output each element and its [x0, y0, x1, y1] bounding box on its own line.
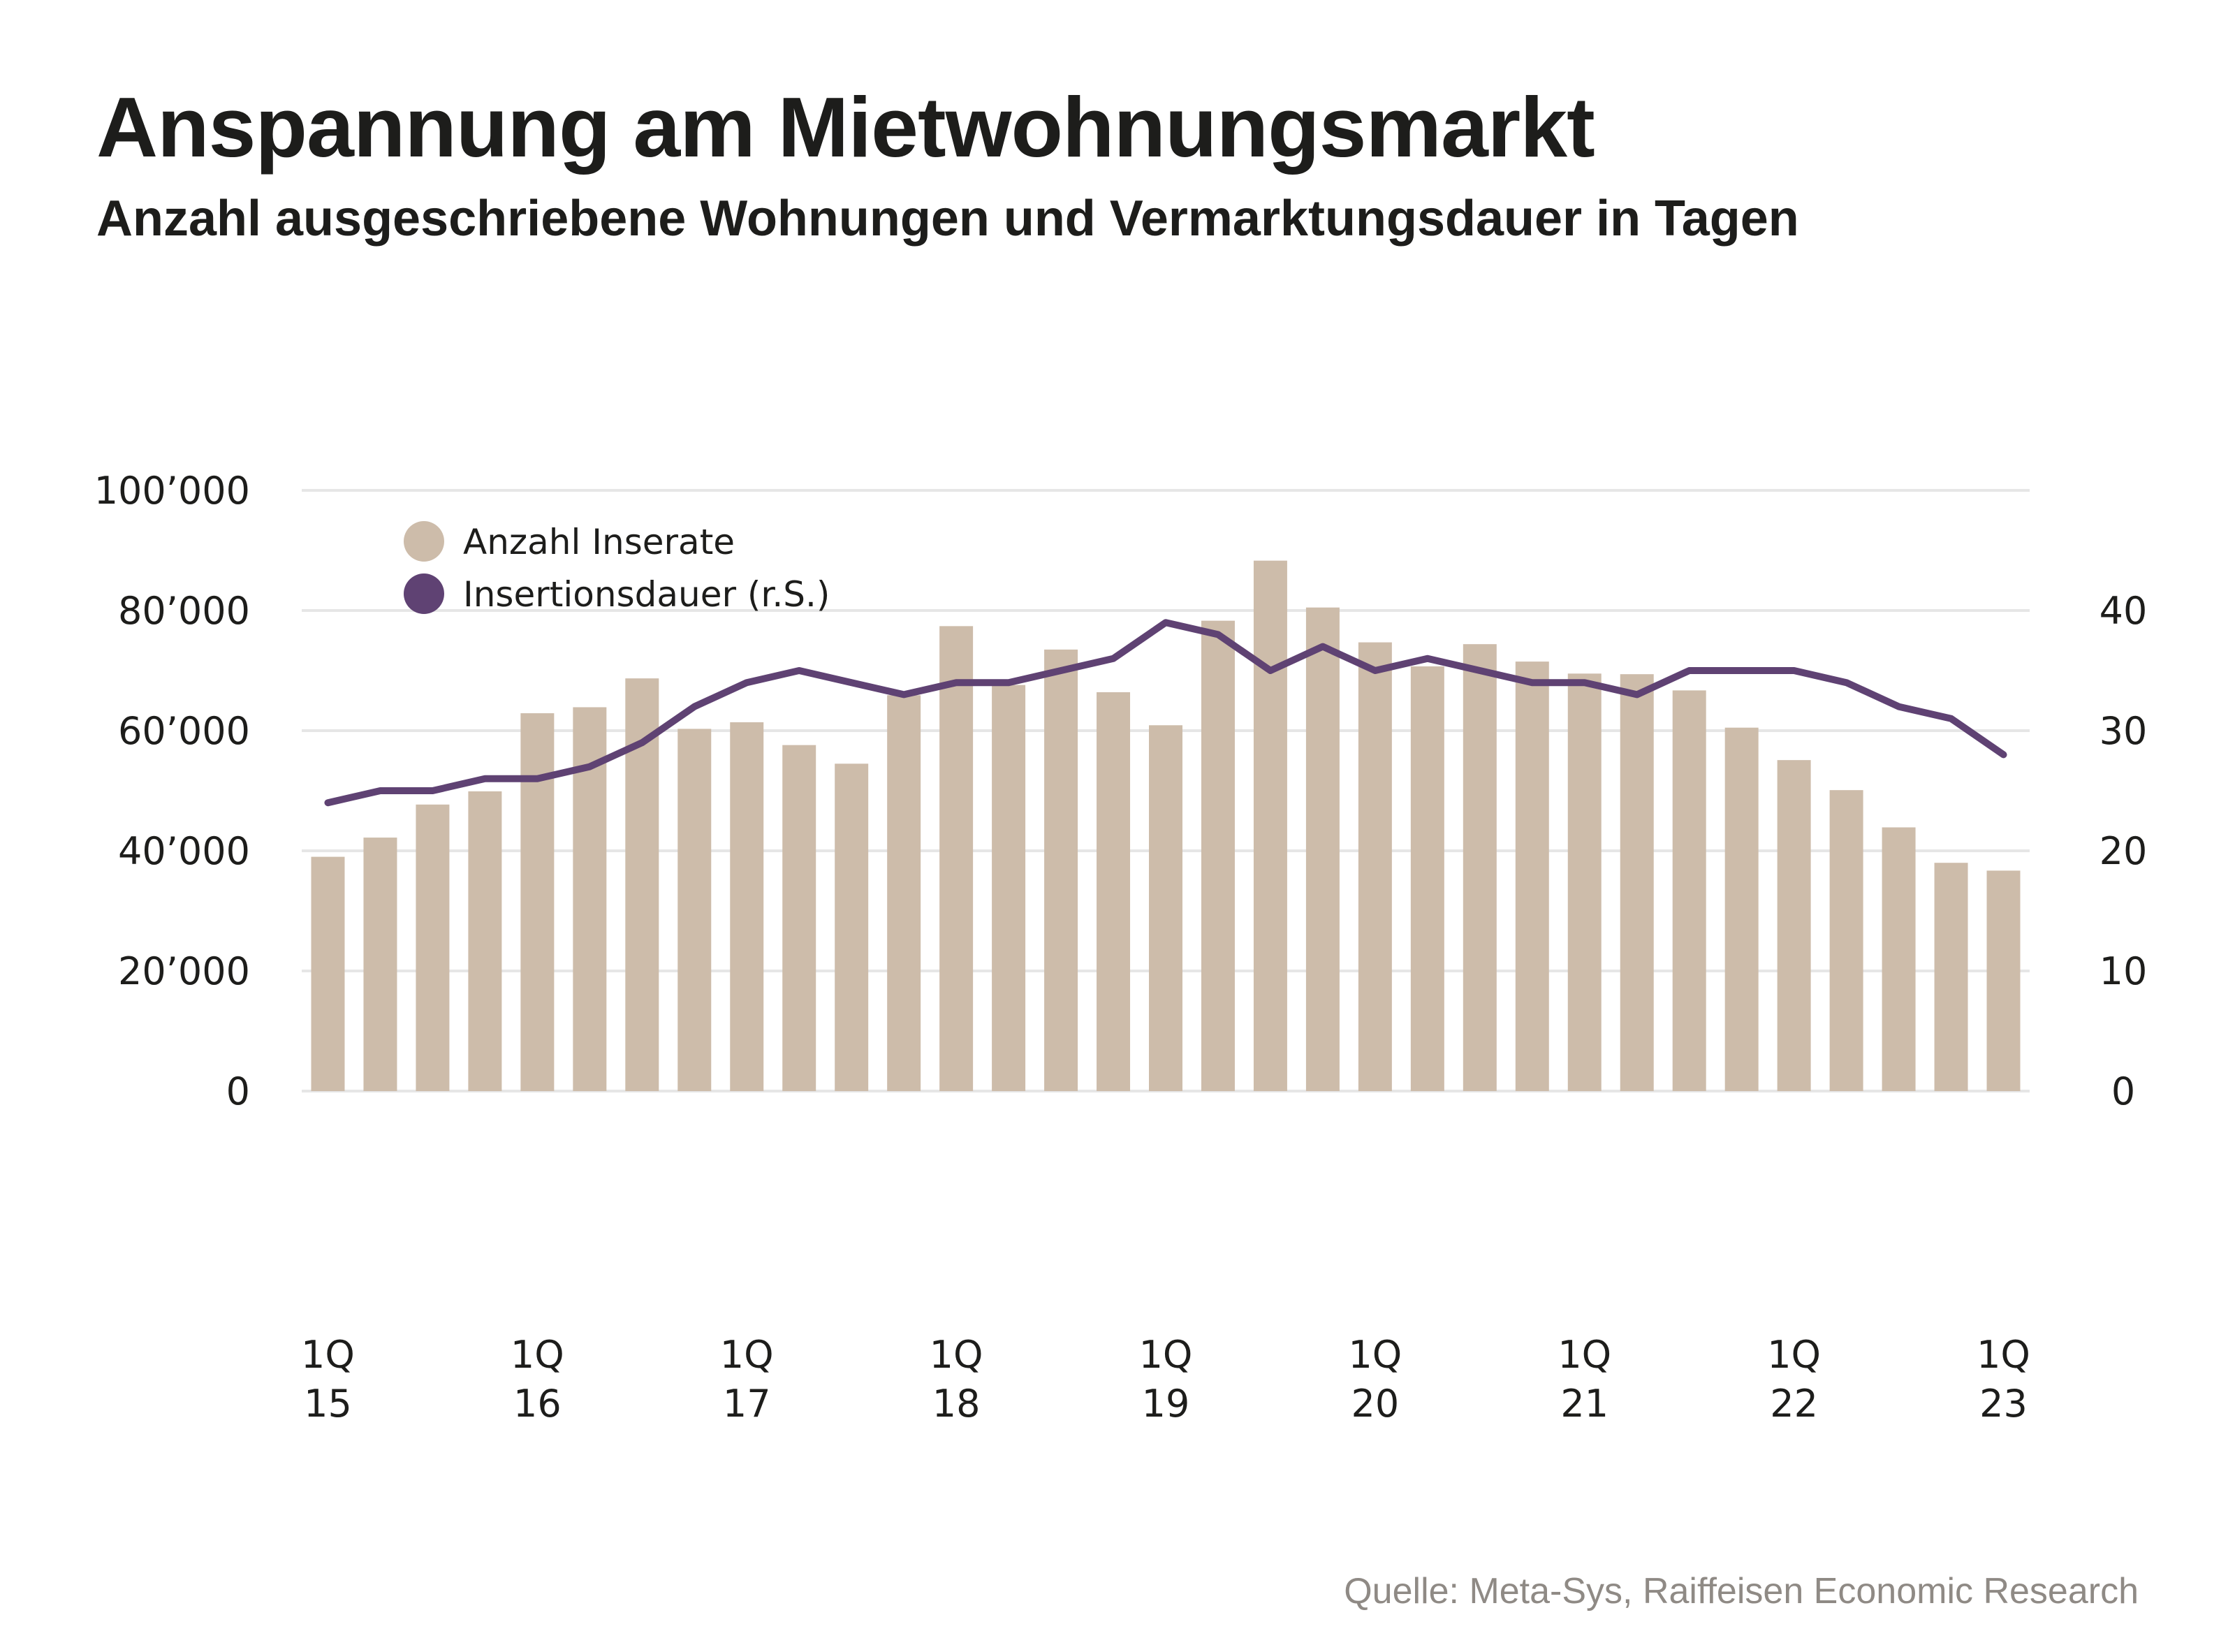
bar — [887, 695, 921, 1091]
x-tick-label: 1Q — [1767, 1333, 1821, 1377]
bar — [1986, 870, 2021, 1091]
bar — [1097, 692, 1131, 1091]
bar — [1567, 673, 1602, 1091]
left-axis: 0 20’000 40’000 60’000 80’000 100’000 — [94, 469, 250, 1113]
x-tick-label: 1Q — [1977, 1333, 2030, 1377]
bar — [1253, 560, 1287, 1091]
x-tick-label-year: 16 — [513, 1382, 562, 1426]
x-tick-label: 1Q — [301, 1333, 355, 1377]
bar — [1044, 649, 1078, 1091]
bar — [782, 745, 816, 1091]
legend-swatch-line — [404, 573, 444, 614]
x-tick-label: 1Q — [1348, 1333, 1402, 1377]
bar — [1829, 790, 1863, 1091]
bar — [1934, 863, 1968, 1091]
x-tick-label: 1Q — [1558, 1333, 1611, 1377]
bar — [1410, 666, 1444, 1091]
source-note: Quelle: Meta-Sys, Raiffeisen Economic Re… — [1344, 1571, 2139, 1611]
right-axis: 0 10 20 30 40 — [2100, 589, 2148, 1113]
legend: Anzahl Inserate Insertionsdauer (r.S.) — [404, 521, 830, 615]
bar — [1358, 642, 1392, 1091]
y-left-tick-label: 40’000 — [118, 829, 250, 873]
bar — [1672, 690, 1706, 1091]
bar — [677, 729, 712, 1091]
x-tick-label-year: 22 — [1770, 1382, 1818, 1426]
legend-item-line: Insertionsdauer (r.S.) — [404, 573, 830, 615]
bar — [311, 856, 345, 1091]
bar — [1882, 827, 1916, 1091]
y-left-tick-label: 80’000 — [118, 589, 250, 633]
legend-item-bars: Anzahl Inserate — [404, 521, 735, 562]
y-left-tick-label: 100’000 — [94, 469, 250, 513]
x-tick-label: 1Q — [511, 1333, 564, 1377]
y-right-tick-label: 10 — [2100, 949, 2148, 993]
x-tick-label-year: 18 — [932, 1382, 981, 1426]
x-tick-label-year: 17 — [723, 1382, 771, 1426]
bar — [1463, 644, 1497, 1091]
bar-series — [311, 560, 2021, 1091]
line-series — [324, 619, 2007, 807]
chart-subtitle: Anzahl ausgeschriebene Wohnungen und Ver… — [96, 191, 1799, 247]
x-tick-label-year: 23 — [1979, 1382, 2028, 1426]
bar — [1620, 674, 1654, 1091]
y-left-tick-label: 20’000 — [118, 949, 250, 993]
x-tick-label: 1Q — [720, 1333, 774, 1377]
bar — [363, 838, 397, 1091]
legend-label-line: Insertionsdauer (r.S.) — [463, 574, 830, 615]
x-tick-label: 1Q — [930, 1333, 983, 1377]
y-right-tick-label: 40 — [2100, 589, 2148, 633]
x-tick-label-year: 15 — [304, 1382, 352, 1426]
bar — [1201, 620, 1235, 1091]
y-left-tick-label: 0 — [226, 1069, 250, 1113]
bar — [1724, 727, 1759, 1091]
x-tick-label-year: 19 — [1142, 1382, 1190, 1426]
x-tick-label: 1Q — [1139, 1333, 1193, 1377]
bar — [730, 722, 764, 1091]
bar — [1149, 725, 1182, 1091]
legend-label-bars: Anzahl Inserate — [463, 522, 735, 562]
x-axis: 1Q 15 1Q 16 1Q 17 1Q 18 1Q 19 1Q 20 1Q 21 1Q 22 1Q 23 — [301, 1333, 2030, 1426]
bar — [1777, 760, 1811, 1091]
x-tick-label-year: 20 — [1351, 1382, 1400, 1426]
y-right-tick-label: 30 — [2100, 709, 2148, 753]
y-right-tick-label: 20 — [2100, 829, 2148, 873]
bar — [835, 763, 869, 1091]
bar — [992, 685, 1026, 1091]
bar — [468, 791, 502, 1091]
legend-swatch-bars — [404, 521, 444, 562]
y-left-tick-label: 60’000 — [118, 709, 250, 753]
x-tick-label-year: 21 — [1560, 1382, 1609, 1426]
chart-title: Anspannung am Mietwohnungsmarkt — [96, 80, 1595, 175]
bar — [520, 713, 555, 1091]
bar — [1515, 661, 1549, 1091]
y-right-tick-label: 0 — [2111, 1069, 2135, 1113]
bar — [416, 804, 450, 1091]
bar — [1305, 607, 1340, 1091]
bar — [939, 626, 974, 1091]
